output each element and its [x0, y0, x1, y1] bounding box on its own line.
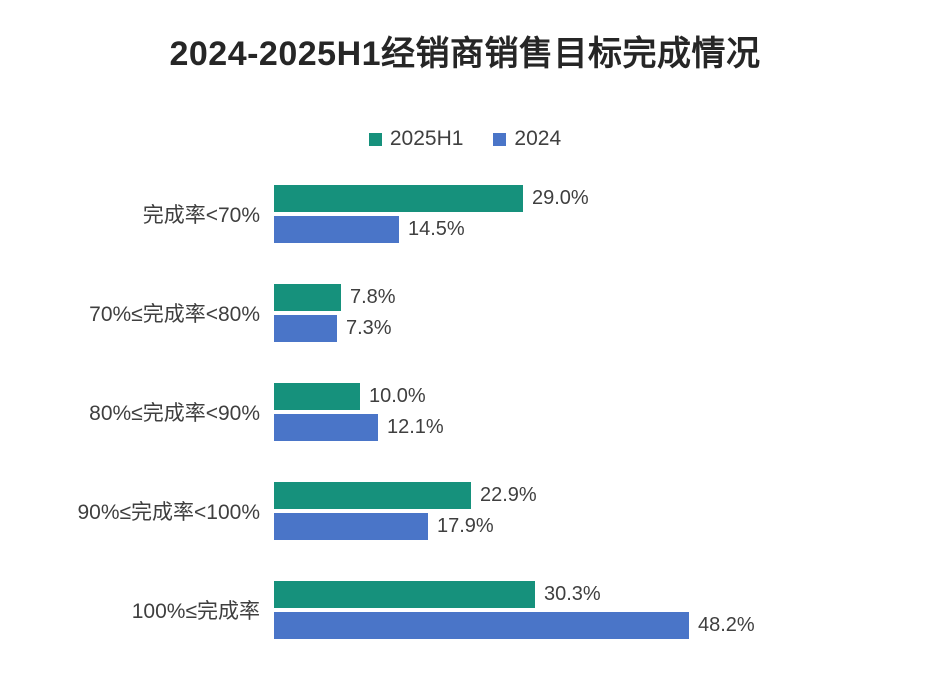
value-label: 48.2%: [698, 614, 755, 636]
bar-2025H1: [274, 284, 341, 311]
bar-group: 完成率<70% 29.0% 14.5%: [0, 185, 930, 243]
bar-line-2024: 12.1%: [274, 414, 444, 441]
value-label: 22.9%: [480, 484, 537, 506]
legend-swatch-icon: [368, 132, 382, 146]
bar-2025H1: [274, 383, 360, 410]
bar-pair: 10.0% 12.1%: [274, 383, 444, 441]
value-label: 7.3%: [346, 317, 392, 339]
value-label: 30.3%: [544, 583, 601, 605]
value-label: 14.5%: [408, 218, 465, 240]
bar-2024: [274, 216, 399, 243]
legend-item-2025H1: 2025H1: [368, 127, 464, 151]
bar-2024: [274, 612, 689, 639]
legend-label: 2025H1: [389, 127, 464, 150]
bar-chart: 完成率<70% 29.0% 14.5% 70%≤完成率<80% 7.8% 7.3% 80%≤…: [0, 185, 930, 639]
bar-line-2025H1: 7.8%: [274, 284, 396, 311]
chart-title: 2024-2025H1经销商销售目标完成情况: [169, 35, 761, 73]
bar-pair: 30.3% 48.2%: [274, 581, 755, 639]
category-label: 80%≤完成率<90%: [89, 402, 260, 425]
bar-line-2025H1: 29.0%: [274, 185, 589, 212]
bar-line-2024: 17.9%: [274, 513, 537, 540]
bar-line-2024: 48.2%: [274, 612, 755, 639]
bar-group: 90%≤完成率<100% 22.9% 17.9%: [0, 482, 930, 540]
value-label: 12.1%: [387, 416, 444, 438]
legend: 2025H1 2024: [0, 127, 930, 151]
category-label: 完成率<70%: [142, 204, 260, 227]
bar-group: 100%≤完成率 30.3% 48.2%: [0, 581, 930, 639]
bar-group: 70%≤完成率<80% 7.8% 7.3%: [0, 284, 930, 342]
bar-line-2024: 7.3%: [274, 315, 396, 342]
value-label: 7.8%: [350, 286, 396, 308]
bar-2025H1: [274, 185, 523, 212]
bar-2024: [274, 414, 378, 441]
bar-2025H1: [274, 482, 471, 509]
bar-group: 80%≤完成率<90% 10.0% 12.1%: [0, 383, 930, 441]
category-label: 100%≤完成率: [131, 600, 260, 623]
bar-2025H1: [274, 581, 535, 608]
bar-pair: 22.9% 17.9%: [274, 482, 537, 540]
legend-label: 2024: [514, 127, 562, 150]
bar-line-2025H1: 22.9%: [274, 482, 537, 509]
category-label: 90%≤完成率<100%: [77, 501, 260, 524]
legend-item-2024: 2024: [493, 127, 561, 151]
legend-swatch-icon: [493, 132, 507, 146]
value-label: 17.9%: [437, 515, 494, 537]
category-label: 70%≤完成率<80%: [89, 303, 260, 326]
bar-line-2024: 14.5%: [274, 216, 589, 243]
value-label: 10.0%: [369, 385, 426, 407]
bar-pair: 7.8% 7.3%: [274, 284, 396, 342]
bar-2024: [274, 513, 428, 540]
bar-line-2025H1: 30.3%: [274, 581, 755, 608]
bar-line-2025H1: 10.0%: [274, 383, 444, 410]
value-label: 29.0%: [532, 187, 589, 209]
bar-2024: [274, 315, 337, 342]
bar-pair: 29.0% 14.5%: [274, 185, 589, 243]
